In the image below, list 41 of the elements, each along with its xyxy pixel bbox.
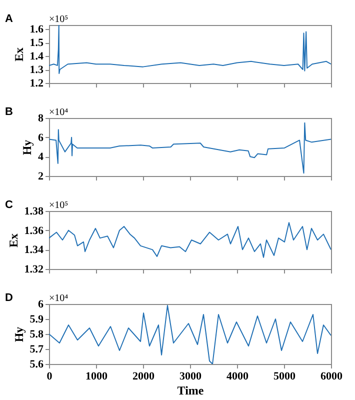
y-tick-label: 5.8 xyxy=(30,328,44,340)
y-tick-label: 6 xyxy=(38,132,44,144)
y-axis-title: Hy xyxy=(20,140,34,156)
y-tick-label: 5.7 xyxy=(30,344,44,356)
y-tick-label: 1.36 xyxy=(24,224,44,237)
y-tick-label: 5.6 xyxy=(30,358,44,370)
y-tick-label: 1.32 xyxy=(24,264,44,276)
chart-title: A xyxy=(5,13,13,25)
y-tick-label: 4 xyxy=(38,151,44,164)
y-tick-label: 1.34 xyxy=(24,244,44,256)
x-tick-label: 1000 xyxy=(86,370,108,382)
y-tick-label: 6 xyxy=(38,298,44,310)
line-series xyxy=(49,122,331,174)
x-tick-label: 6000 xyxy=(320,370,343,382)
x-tick-label: 2000 xyxy=(132,370,155,382)
y-tick-label: 8 xyxy=(38,112,44,124)
y-axis-title: Hy xyxy=(12,326,26,342)
x-tick-label: 0 xyxy=(46,370,53,382)
chart-title: D xyxy=(5,292,13,304)
y-tick-label: 1.38 xyxy=(24,206,44,218)
y-tick-label: 1.3 xyxy=(30,64,44,76)
line-series xyxy=(49,222,331,258)
chart-title: C xyxy=(5,199,13,211)
y-axis-title: Ex xyxy=(6,233,20,248)
text: ×10⁴ xyxy=(49,293,69,304)
x-tick-label: 4000 xyxy=(226,370,249,382)
y-tick-label: 2 xyxy=(38,170,44,182)
x-tick-label: 3000 xyxy=(180,370,202,382)
line-series xyxy=(49,25,331,74)
text: ×10⁴ xyxy=(49,107,69,118)
x-axis-title: Time xyxy=(177,384,204,398)
chart-title: B xyxy=(5,106,13,118)
y-tick-label: 1.6 xyxy=(30,24,44,36)
y-tick-label: 1.4 xyxy=(30,50,44,63)
y-tick-label: 1.2 xyxy=(30,78,44,90)
x-tick-label: 5000 xyxy=(274,370,296,382)
y-tick-label: 5.9 xyxy=(30,314,44,326)
text: ×10⁵ xyxy=(49,200,68,211)
y-tick-label: 1.5 xyxy=(30,37,44,50)
text: ×10⁵ xyxy=(49,14,68,25)
y-axis-title: Ex xyxy=(12,47,26,62)
